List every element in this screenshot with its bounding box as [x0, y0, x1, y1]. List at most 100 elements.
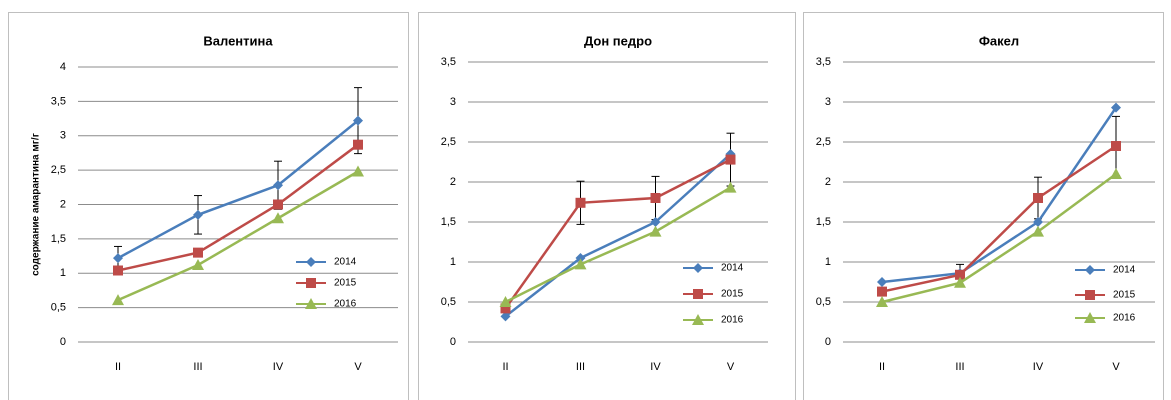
series-line: [504, 158, 732, 310]
x-tick-label: IV: [273, 361, 284, 373]
x-tick-label: V: [727, 361, 735, 373]
y-tick-label: 2: [450, 176, 456, 188]
y-tick-label: 1,5: [441, 216, 456, 228]
y-tick-label: 3: [60, 130, 66, 142]
y-tick-label: 1,5: [816, 216, 831, 228]
y-tick-label: 2,5: [816, 136, 831, 148]
panel: [803, 12, 1164, 400]
y-tick-label: 3: [450, 96, 456, 108]
marker: [113, 253, 123, 264]
y-tick-label: 0,5: [816, 296, 831, 308]
marker: [352, 165, 364, 177]
marker: [353, 115, 363, 126]
y-tick-label: 2: [825, 176, 831, 188]
marker: [725, 154, 736, 165]
marker: [192, 259, 204, 270]
y-axis-label: содержание амарантина мг/г: [31, 133, 42, 276]
panel: [418, 12, 796, 400]
chart-title: Факел: [979, 33, 1019, 48]
legend-label: 2016: [721, 315, 744, 326]
series-line: [117, 119, 359, 260]
series-line: [881, 172, 1117, 304]
marker: [193, 247, 203, 258]
x-tick-label: III: [193, 361, 202, 373]
legend-marker: [692, 314, 704, 325]
marker: [1111, 141, 1121, 151]
marker: [1111, 102, 1121, 113]
y-tick-label: 0: [60, 336, 66, 348]
marker: [500, 311, 511, 322]
series-line: [117, 170, 359, 302]
marker: [954, 276, 966, 288]
marker: [575, 197, 586, 208]
legend-marker: [305, 298, 317, 309]
y-tick-label: 1: [825, 256, 831, 268]
marker: [113, 265, 123, 276]
marker: [193, 209, 203, 220]
legend-marker: [1084, 312, 1096, 323]
y-tick-label: 0: [825, 336, 831, 348]
chart-title: Дон педро: [584, 33, 652, 48]
y-tick-label: 3,5: [51, 95, 66, 107]
y-tick-label: 3,5: [441, 56, 456, 68]
marker: [1032, 225, 1044, 237]
series-line: [881, 144, 1117, 293]
y-tick-label: 4: [60, 61, 66, 73]
y-tick-label: 0,5: [441, 296, 456, 308]
y-tick-label: 2,5: [51, 164, 66, 176]
legend-label: 2015: [721, 289, 744, 300]
marker: [877, 286, 887, 297]
x-tick-label: V: [1112, 361, 1120, 373]
x-tick-label: IV: [650, 361, 661, 373]
marker: [1033, 193, 1043, 203]
marker: [876, 296, 888, 307]
marker: [112, 294, 124, 306]
y-tick-label: 0: [450, 336, 456, 348]
chart-title: Валентина: [203, 33, 273, 48]
y-tick-label: 3,5: [816, 56, 831, 68]
series-line: [504, 186, 732, 304]
legend-label: 2016: [1113, 313, 1136, 324]
x-tick-label: II: [502, 361, 508, 373]
y-tick-label: 2: [60, 198, 66, 210]
y-tick-label: 3: [825, 96, 831, 108]
y-tick-label: 1: [450, 256, 456, 268]
legend-marker: [1085, 265, 1095, 275]
legend-marker: [693, 263, 703, 273]
marker: [575, 253, 586, 263]
marker: [500, 303, 511, 314]
legend-marker: [306, 257, 316, 267]
marker: [955, 269, 965, 280]
marker: [650, 193, 661, 203]
marker: [1033, 217, 1043, 227]
legend-label: 2015: [1113, 290, 1136, 301]
marker: [574, 258, 587, 270]
legend-marker: [306, 278, 316, 288]
marker: [353, 139, 363, 150]
series-line: [504, 153, 732, 318]
panel: [8, 12, 409, 400]
y-tick-label: 1,5: [51, 233, 66, 245]
marker: [724, 181, 737, 193]
legend-label: 2015: [334, 278, 357, 289]
series-line: [117, 143, 359, 272]
x-tick-label: II: [115, 361, 121, 373]
marker: [649, 225, 662, 237]
x-tick-label: IV: [1033, 361, 1044, 373]
marker: [272, 212, 284, 224]
marker: [273, 199, 283, 210]
marker: [650, 217, 661, 227]
legend-label: 2014: [1113, 265, 1136, 276]
series-line: [881, 106, 1118, 284]
legend-marker: [693, 289, 703, 299]
x-tick-label: III: [955, 361, 964, 373]
x-tick-label: V: [354, 361, 362, 373]
legend-label: 2014: [721, 263, 744, 274]
legend-marker: [1085, 290, 1095, 300]
marker: [499, 296, 512, 307]
legend-label: 2014: [334, 257, 357, 268]
marker: [877, 277, 887, 287]
marker: [273, 180, 283, 191]
x-tick-label: II: [879, 361, 885, 373]
